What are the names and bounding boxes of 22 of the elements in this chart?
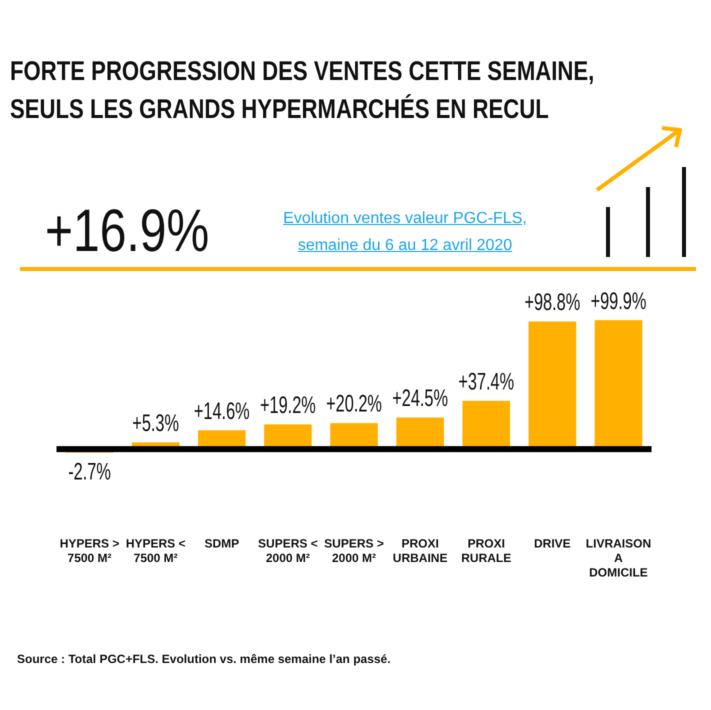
- x-tick-label: SUPERS > 2000 M²: [324, 536, 384, 565]
- chart-subtitle: Evolution ventes valeur PGC-FLS, semaine du 6 au 12 avril 2020: [282, 209, 528, 256]
- data-label: +14.6%: [194, 398, 250, 425]
- x-tick-label: HYPERS > 7500 M²: [60, 536, 120, 565]
- text: +16.9%: [45, 196, 210, 265]
- data-label: +24.5%: [392, 385, 448, 412]
- x-tick-label: LIVRAISON A DOMICILE: [586, 536, 652, 580]
- x-tick-label: PROXI URBAINE: [392, 536, 448, 565]
- x-tick-label: HYPERS < 7500 M²: [126, 536, 186, 565]
- x-tick-label: DRIVE: [534, 536, 571, 551]
- source-note: Source : Total PGC+FLS. Evolution vs. même semaine l’an passé.: [17, 652, 391, 666]
- data-label: +37.4%: [458, 368, 514, 396]
- data-label: +98.8%: [524, 289, 580, 316]
- x-tick-label: PROXI RURALE: [461, 536, 512, 565]
- data-label: +19.2%: [260, 392, 316, 419]
- x-tick-label: SDMP: [204, 536, 240, 551]
- data-label: -2.7%: [68, 458, 111, 486]
- data-label: +99.9%: [590, 288, 646, 315]
- x-tick-label: SUPERS < 2000 M²: [258, 536, 318, 565]
- data-label: +20.2%: [326, 390, 382, 418]
- chart-title: FORTE PROGRESSION DES VENTES CETTE SEMAINE, SEULS LES GRANDS HYPERMARCHÉS EN RECUL: [10, 55, 594, 126]
- data-label: +5.3%: [132, 410, 180, 437]
